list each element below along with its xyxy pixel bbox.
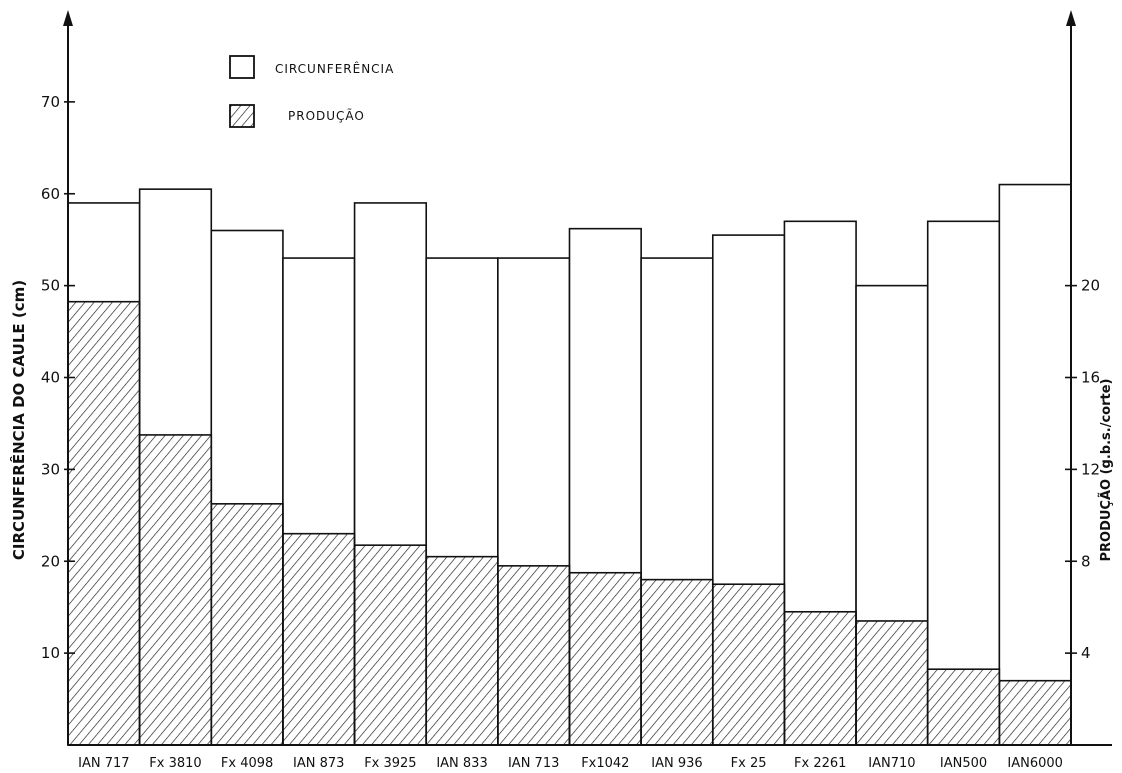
category-label: Fx1042 [581,756,629,771]
legend-label-circumference: CIRCUNFERÊNCIA [275,61,394,76]
production-bar [711,583,786,746]
legend-label-production: PRODUÇÃO [288,108,365,123]
circumference-bar [998,183,1072,746]
production-bar [998,679,1072,746]
production-bar [855,620,929,746]
right-ticks: 4 8 12 16 20 [1065,277,1100,662]
right-tick-label: 16 [1081,369,1100,387]
legend: CIRCUNFERÊNCIA PRODUÇÃO [229,55,394,128]
category-label: IAN 936 [651,756,702,771]
right-tick-label: 4 [1081,644,1091,662]
legend-swatch-circumference [229,55,255,79]
left-tick-label: 10 [41,644,60,662]
category-label: Fx 4098 [221,756,273,771]
production-bar [282,532,356,746]
category-label: IAN 833 [436,756,487,771]
category-label: Fx 25 [731,756,767,771]
production-bar [210,503,284,746]
category-labels: IAN 717 Fx 3810 Fx 4098 IAN 873 Fx 3925 IAN 8… [78,756,1063,771]
y-axis-right-title: PRODUÇÃO (g.b.s./corte) [1098,379,1114,562]
production-bars [67,300,1072,746]
left-tick-label: 60 [41,185,60,203]
production-bar [425,555,499,746]
left-tick-label: 30 [41,460,60,478]
left-tick-label: 20 [41,552,60,570]
category-label: IAN 713 [508,756,559,771]
category-label: IAN 717 [78,756,129,771]
left-tick-label: 70 [41,93,60,111]
right-tick-label: 12 [1081,460,1100,478]
production-bar [353,544,428,746]
category-label: Fx 3925 [364,756,416,771]
production-bar [138,434,213,746]
production-bar [568,571,642,746]
production-bar [926,668,1001,746]
category-label: Fx 2261 [794,756,846,771]
right-tick-label: 8 [1081,552,1091,570]
production-bar [497,565,571,746]
legend-swatch-production [229,104,255,128]
left-axis-arrow [63,10,73,26]
category-label: Fx 3810 [149,756,201,771]
circumference-bar [926,220,1001,746]
production-bar [67,300,141,746]
category-label: IAN710 [868,756,915,771]
category-label: IAN 873 [293,756,344,771]
category-label: IAN6000 [1007,756,1063,771]
production-bar [783,610,857,746]
y-axis-title: CIRCUNFERÊNCIA DO CAULE (cm) [9,280,28,560]
production-bar [640,578,714,746]
right-axis-arrow [1066,10,1076,26]
left-tick-label: 40 [41,369,60,387]
left-ticks: 10 20 30 40 50 60 70 [41,93,75,662]
left-tick-label: 50 [41,277,60,295]
category-label: IAN500 [940,756,987,771]
right-tick-label: 20 [1081,277,1100,295]
